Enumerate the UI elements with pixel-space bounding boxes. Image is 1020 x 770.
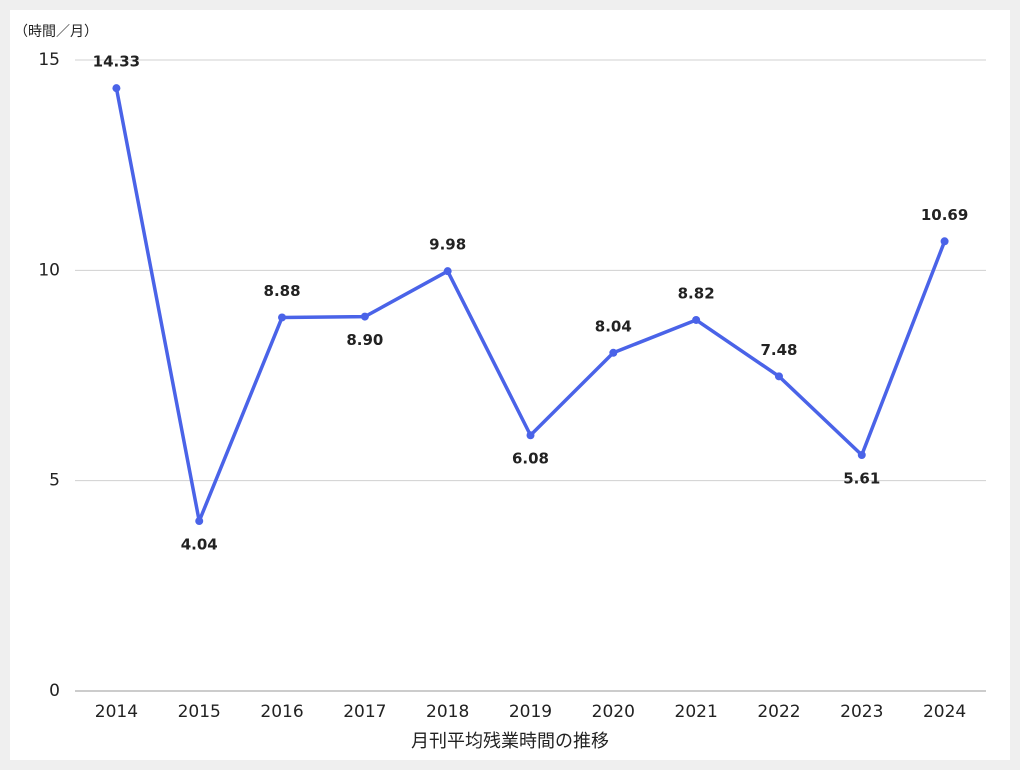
y-tick-label: 10 xyxy=(38,260,60,280)
x-tick-label: 2015 xyxy=(178,702,221,722)
value-label: 8.82 xyxy=(678,284,715,302)
x-tick-label: 2024 xyxy=(923,702,966,722)
point xyxy=(692,315,701,324)
value-label: 10.69 xyxy=(921,206,968,224)
value-label: 7.48 xyxy=(760,341,797,359)
value-label: 6.08 xyxy=(512,450,549,468)
y-tick-label: 5 xyxy=(49,471,60,491)
point xyxy=(278,313,287,322)
x-axis-title: 月刊平均残業時間の推移 xyxy=(411,731,609,752)
chart-panel xyxy=(10,10,1010,760)
point xyxy=(940,237,949,246)
value-label: 9.98 xyxy=(429,236,466,254)
y-axis-label: （時間／月） xyxy=(14,24,98,40)
value-label: 4.04 xyxy=(181,536,218,554)
x-tick-label: 2014 xyxy=(95,702,138,722)
value-label: 8.90 xyxy=(346,331,383,349)
point xyxy=(609,348,618,357)
point xyxy=(112,84,121,93)
point xyxy=(857,451,866,460)
point xyxy=(360,312,369,321)
value-label: 5.61 xyxy=(843,470,880,488)
x-tick-label: 2019 xyxy=(509,702,552,722)
value-label: 8.04 xyxy=(595,317,632,335)
value-label: 14.33 xyxy=(93,53,140,71)
x-tick-label: 2017 xyxy=(343,702,386,722)
x-tick-label: 2022 xyxy=(757,702,800,722)
y-tick-label: 15 xyxy=(38,50,60,70)
y-tick-label: 0 xyxy=(49,681,60,701)
x-tick-label: 2018 xyxy=(426,702,469,722)
point xyxy=(774,372,783,381)
point xyxy=(443,267,452,276)
value-label: 8.88 xyxy=(264,282,301,300)
x-tick-label: 2020 xyxy=(592,702,635,722)
x-tick-label: 2016 xyxy=(260,702,303,722)
point xyxy=(526,431,535,440)
x-tick-label: 2023 xyxy=(840,702,883,722)
point xyxy=(195,517,204,526)
x-tick-label: 2021 xyxy=(675,702,718,722)
